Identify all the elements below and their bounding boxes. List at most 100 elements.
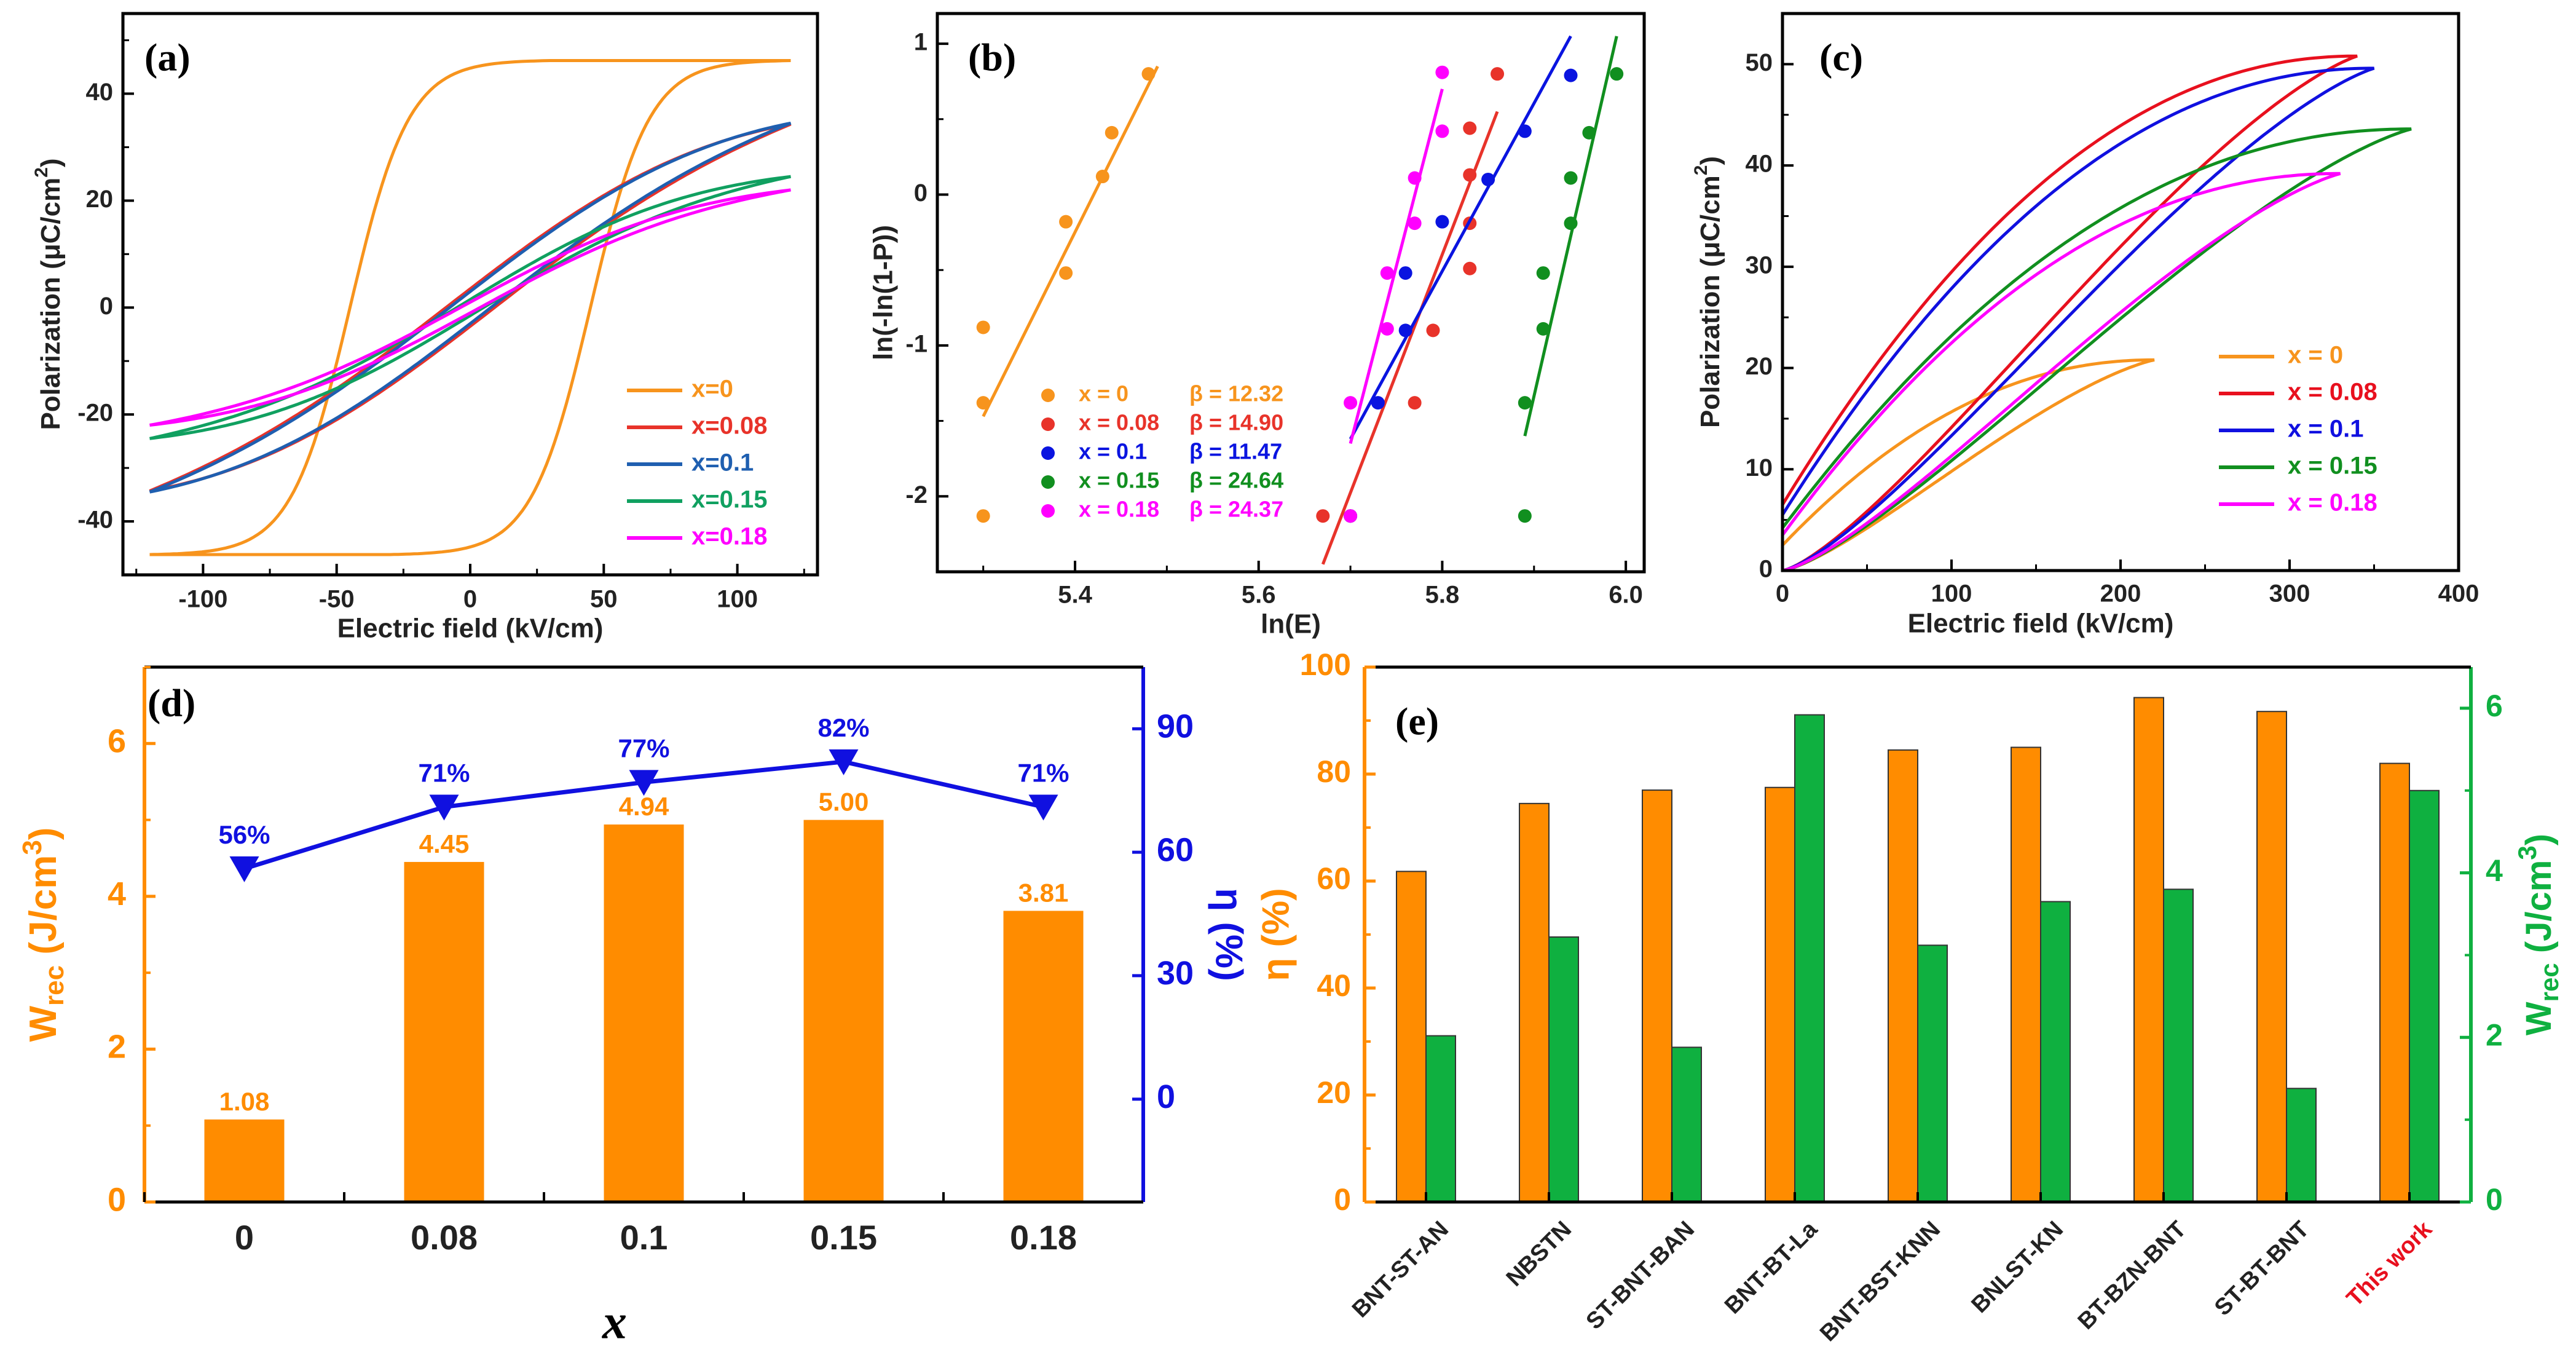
x-tick-label: 0.18: [1010, 1218, 1077, 1257]
efficiency-marker: [1028, 794, 1058, 821]
data-point: [1380, 266, 1394, 280]
x-tick-label: ST-BNT-BAN: [1581, 1216, 1700, 1334]
data-point: [1426, 323, 1440, 338]
data-point: [1491, 67, 1505, 81]
legend-label: x = 0.18: [2288, 489, 2377, 516]
y-tick-label: 30: [1746, 251, 1773, 279]
data-point: [1398, 266, 1412, 280]
y-tick-label: -20: [77, 400, 113, 427]
x-tick-label: 0: [463, 586, 477, 613]
y2-axis-label: η (%): [1208, 888, 1250, 981]
data-point: [1463, 121, 1477, 135]
y2-axis-label: Wrec (J/cm3): [2513, 834, 2564, 1035]
legend-marker: [1041, 389, 1055, 402]
y-axis-label: Polarization (μC/cm2): [1691, 156, 1725, 428]
data-point: [1610, 67, 1624, 81]
fit-line: [1349, 89, 1444, 445]
y2-tick-label: 30: [1157, 955, 1194, 992]
bar-efficiency: [2011, 746, 2041, 1203]
legend-beta: β = 12.32: [1189, 381, 1283, 406]
data-point: [1518, 396, 1532, 410]
legend-label: x = 0: [1079, 381, 1128, 406]
bar-efficiency: [1396, 871, 1427, 1203]
efficiency-label: 77%: [618, 733, 669, 762]
x-tick-label: 0.15: [810, 1218, 877, 1257]
panel-b: 5.4 5.6 5.8 6.0 -2 -1 0 1 x = 0 β = 12.32 x = 0.08…: [869, 12, 1646, 639]
bar-efficiency: [1519, 802, 1550, 1203]
data-point: [1344, 509, 1358, 523]
x-tick-label: -50: [319, 586, 355, 613]
y-tick-label: -1: [905, 330, 928, 357]
plot-frame: [121, 12, 819, 577]
y-axis-label: Polarization (μC/cm2): [31, 158, 66, 430]
efficiency-marker: [229, 856, 259, 882]
panel-c: 0 100 200 300 400 0 10 20 30 40 50 x = 0 x = 0.08 x =…: [1691, 12, 2479, 639]
legend-marker: [1041, 475, 1055, 489]
x-axis-label: ln(E): [1261, 609, 1321, 639]
efficiency-marker: [829, 749, 859, 775]
y2-tick-label: 90: [1157, 708, 1194, 745]
legend-beta: β = 24.37: [1189, 497, 1283, 522]
y-tick-label: 4: [108, 876, 126, 912]
data-point: [976, 509, 990, 523]
bar-efficiency: [1642, 789, 1672, 1203]
x-tick-label: 0.1: [620, 1218, 668, 1257]
y-axis-label: ln(-ln(1-P)): [869, 225, 899, 360]
legend-label: x = 0.15: [1079, 468, 1159, 493]
panel-label: (e): [1395, 700, 1439, 743]
y2-tick-label: 60: [1157, 831, 1194, 868]
y-tick-label: 40: [1317, 968, 1351, 1003]
data-point: [1518, 509, 1532, 523]
x-tick-label: NBSTN: [1502, 1216, 1577, 1291]
y-tick-label: 0: [1759, 556, 1773, 583]
data-point: [1582, 125, 1596, 140]
y-tick-label: 10: [1746, 454, 1773, 481]
x-tick-label: 6.0: [1609, 582, 1643, 609]
data-point: [1536, 266, 1550, 280]
y-tick-label: 1: [914, 29, 928, 56]
legend-label: x = 0.18: [1079, 497, 1159, 522]
data-point: [1481, 172, 1495, 186]
panel-label: (a): [144, 36, 191, 79]
legend-label: x=0.15: [691, 486, 767, 513]
bar-value-label: 4.45: [419, 829, 470, 858]
loop-c: [1781, 358, 2155, 572]
panel-label: (d): [148, 681, 195, 725]
x-tick-label: 0: [235, 1218, 254, 1257]
loop-c: [1781, 127, 2412, 572]
data-point: [1105, 125, 1119, 140]
loop-x01: [149, 121, 792, 494]
loop-c: [1781, 66, 2375, 572]
legend-label: x = 0.08: [1079, 410, 1159, 435]
data-point: [1316, 509, 1330, 523]
data-point: [1435, 65, 1449, 79]
bar: [1003, 911, 1084, 1202]
x-axis-label: Electric field (kV/cm): [337, 614, 604, 644]
legend-label: x=0: [691, 376, 733, 403]
y2-tick-label: 2: [2486, 1018, 2503, 1053]
bar-wrec: [1917, 944, 1948, 1203]
data-point: [1408, 216, 1422, 231]
legend-beta: β = 14.90: [1189, 410, 1283, 435]
bar-value-label: 5.00: [819, 788, 869, 816]
y-tick-label: 80: [1317, 754, 1351, 789]
legend-beta: β = 11.47: [1189, 439, 1282, 464]
bar-wrec: [1425, 1035, 1456, 1203]
y2-tick-label: 0: [2486, 1182, 2503, 1217]
x-axis-label: x: [602, 1295, 627, 1349]
legend-label: x=0.18: [691, 523, 767, 550]
y-axis-label: η (%): [1255, 888, 1297, 981]
x-tick-label: 100: [1931, 580, 1972, 607]
x-tick-label: 5.8: [1425, 582, 1460, 609]
x-tick-label: 400: [2438, 580, 2479, 607]
legend-marker: [1041, 446, 1055, 460]
plot-frame: [1781, 12, 2460, 572]
legend-label: x = 0.1: [2288, 416, 2363, 443]
x-tick-label: BNT-BST-KNN: [1815, 1216, 1945, 1346]
x-tick-label: 50: [590, 586, 618, 613]
data-point: [1463, 261, 1477, 275]
bar-wrec: [2286, 1088, 2317, 1203]
bar-value-label: 4.94: [619, 792, 669, 821]
panel-d: 1.084.454.94 5.003.8156%71%77%82%71%02460…: [17, 665, 1250, 1349]
bar: [204, 1119, 285, 1202]
